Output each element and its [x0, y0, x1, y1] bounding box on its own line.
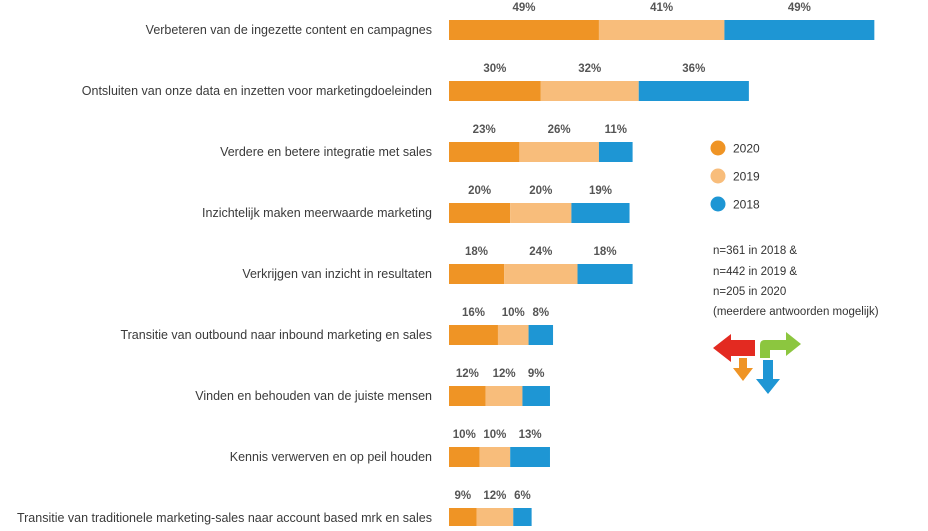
value-label: 32% [578, 63, 601, 75]
bar-segment-2020 [449, 142, 520, 162]
bar-segment-2019 [497, 325, 529, 345]
note-line: (meerdere antwoorden mogelijk) [713, 306, 879, 318]
value-label: 6% [514, 490, 531, 502]
bar-segment-2020 [449, 508, 477, 528]
value-label: 10% [502, 307, 525, 319]
sample-size-note: n=361 in 2018 & n=442 in 2019 & n=205 in… [713, 245, 879, 318]
note-line: n=442 in 2019 & [713, 266, 797, 278]
category-label: Vinden en behouden van de juiste mensen [195, 389, 432, 403]
orange-arrow [733, 358, 753, 381]
bar-segment-2020 [449, 386, 486, 406]
red-arrow [713, 334, 755, 362]
value-label: 13% [519, 429, 542, 441]
value-label: 30% [483, 63, 506, 75]
note-line: n=205 in 2020 [713, 286, 786, 298]
bar-segment-2018 [528, 325, 554, 345]
bar-segment-2018 [598, 142, 633, 162]
value-label: 36% [682, 63, 705, 75]
category-label: Transitie van outbound naar inbound mark… [120, 328, 432, 342]
value-label: 49% [788, 2, 811, 14]
bar-segment-2020 [449, 20, 599, 40]
bar-segment-2020 [449, 325, 498, 345]
category-label: Transitie van traditionele marketing-sal… [17, 511, 432, 525]
category-label: Inzichtelijk maken meerwaarde marketing [202, 206, 432, 220]
bar-segment-2020 [449, 81, 541, 101]
bar-segment-2019 [479, 447, 511, 467]
legend-marker-2019 [710, 168, 726, 184]
value-label: 16% [462, 307, 485, 319]
value-label: 12% [493, 368, 516, 380]
green-arrow [760, 332, 801, 358]
value-label: 18% [465, 246, 488, 258]
value-label: 11% [605, 124, 627, 136]
bar-segment-2019 [504, 264, 578, 284]
bar-segment-2018 [513, 508, 532, 528]
bar-segment-2018 [577, 264, 633, 284]
value-label: 24% [529, 246, 552, 258]
value-label: 10% [453, 429, 476, 441]
bar-segment-2018 [638, 81, 749, 101]
bar-segment-2018 [724, 20, 875, 40]
value-label: 9% [528, 368, 545, 380]
legend-label: 2019 [733, 170, 760, 184]
value-label: 26% [548, 124, 571, 136]
bar-segment-2020 [449, 447, 480, 467]
bar-segment-2018 [571, 203, 630, 223]
legend-marker-2018 [710, 196, 726, 212]
category-label: Verkrijgen van inzicht in resultaten [242, 267, 432, 281]
four-arrows-icon [713, 332, 801, 394]
value-label: 23% [473, 124, 496, 136]
bar-segment-2019 [540, 81, 639, 101]
bar-segment-2019 [510, 203, 572, 223]
value-label: 20% [468, 185, 491, 197]
legend-marker-2020 [710, 140, 726, 156]
value-label: 41% [650, 2, 673, 14]
category-label: Kennis verwerven en op peil houden [230, 450, 432, 464]
bar-segment-2019 [476, 508, 514, 528]
bar-segment-2019 [485, 386, 523, 406]
bar-segment-2019 [519, 142, 599, 162]
blue-arrow [756, 360, 780, 394]
value-label: 19% [589, 185, 612, 197]
legend-label: 2020 [733, 142, 760, 156]
category-label: Ontsluiten van onze data en inzetten voo… [82, 84, 432, 98]
value-label: 18% [594, 246, 617, 258]
value-label: 10% [483, 429, 506, 441]
bar-segment-2018 [522, 386, 550, 406]
category-label: Verbeteren van de ingezette content en c… [146, 23, 432, 37]
value-label: 12% [456, 368, 479, 380]
value-label: 49% [512, 2, 535, 14]
bar-segment-2020 [449, 264, 505, 284]
value-label: 9% [454, 490, 471, 502]
note-line: n=361 in 2018 & [713, 245, 797, 257]
bar-segment-2020 [449, 203, 511, 223]
value-label: 12% [483, 490, 506, 502]
bar-segment-2018 [510, 447, 550, 467]
value-label: 8% [532, 307, 549, 319]
category-label: Verdere en betere integratie met sales [220, 145, 432, 159]
legend-label: 2018 [733, 198, 760, 212]
bar-segment-2019 [598, 20, 725, 40]
value-label: 20% [529, 185, 552, 197]
